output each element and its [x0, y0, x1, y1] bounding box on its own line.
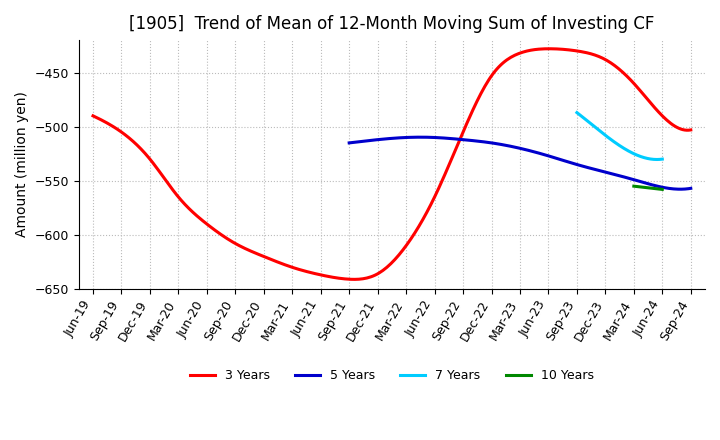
Title: [1905]  Trend of Mean of 12-Month Moving Sum of Investing CF: [1905] Trend of Mean of 12-Month Moving … — [129, 15, 654, 33]
Y-axis label: Amount (million yen): Amount (million yen) — [15, 92, 29, 238]
Legend: 3 Years, 5 Years, 7 Years, 10 Years: 3 Years, 5 Years, 7 Years, 10 Years — [185, 364, 598, 387]
